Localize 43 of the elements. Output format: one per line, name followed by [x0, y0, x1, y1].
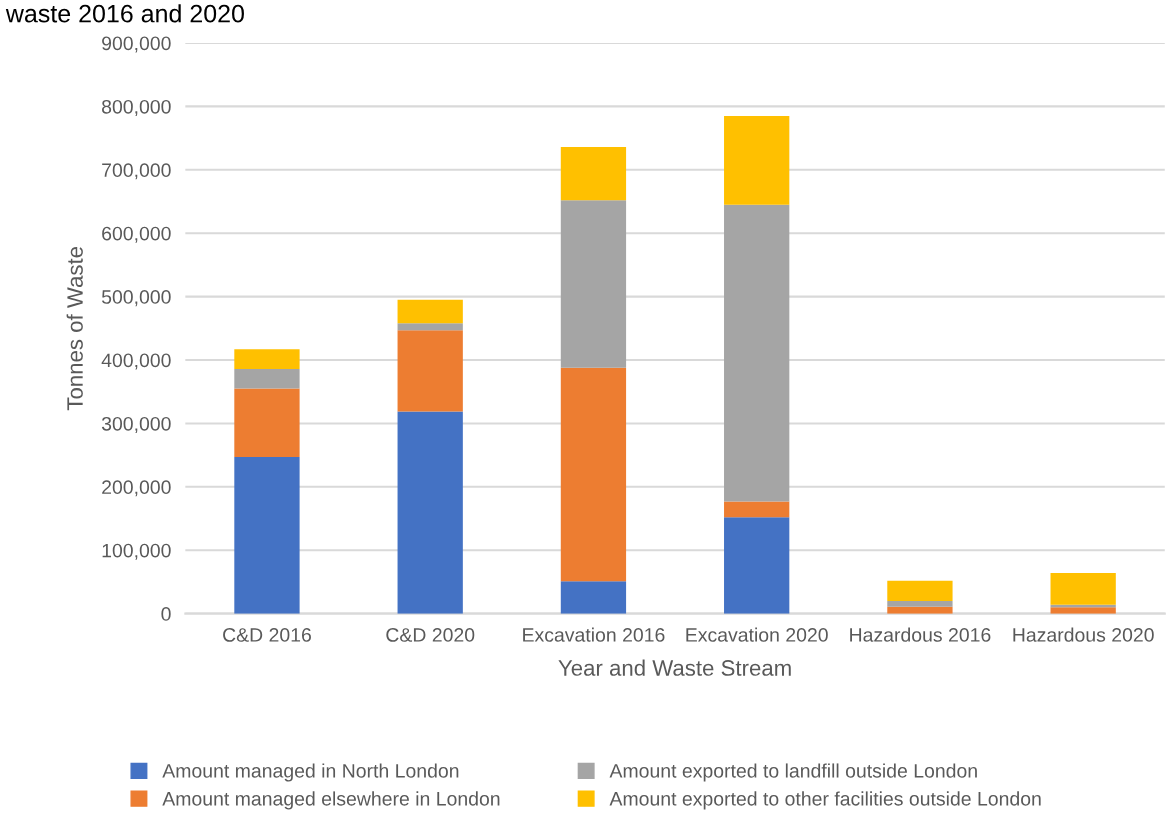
bar — [1050, 607, 1116, 614]
x-tick-label: C&D 2020 — [386, 628, 475, 642]
y-tick-label: 300,000 — [101, 416, 171, 433]
bar — [234, 388, 300, 458]
bar — [397, 299, 463, 324]
y-tick-label: 500,000 — [101, 290, 171, 307]
legend-label: Amount managed in North London — [162, 763, 459, 782]
bar — [724, 204, 790, 502]
legend-label: Amount exported to other facilities outside London — [609, 791, 1041, 810]
y-tick-label: 700,000 — [102, 163, 171, 180]
chart-title: waste 2016 and 2020 — [5, 4, 244, 23]
y-tick-label: 400,000 — [101, 353, 171, 370]
bar — [234, 368, 300, 389]
bar — [560, 146, 627, 201]
bar — [887, 600, 953, 607]
y-tick-label: 100,000 — [102, 543, 171, 560]
y-tick-label: 600,000 — [102, 226, 171, 243]
x-tick-label: C&D 2016 — [223, 628, 311, 642]
bar — [397, 330, 463, 412]
x-tick-label: Excavation 2020 — [686, 627, 828, 642]
bar — [724, 517, 790, 614]
x-tick-label: Excavation 2016 — [523, 627, 665, 642]
y-tick-label: 900,000 — [102, 36, 171, 53]
bar — [724, 501, 790, 518]
bar — [397, 411, 463, 614]
y-tick-label: 200,000 — [102, 480, 171, 497]
bar — [234, 349, 300, 369]
legend-label: Amount managed elsewhere in London — [162, 791, 500, 810]
bar — [560, 200, 627, 368]
bar — [560, 581, 627, 614]
y-axis-title: Tonnes of Waste — [66, 246, 83, 411]
x-tick-label: Hazardous 2020 — [1013, 627, 1154, 642]
legend-label: Amount exported to landfill outside London — [609, 763, 977, 782]
y-tick-label: 0 — [161, 607, 171, 621]
bar — [1050, 573, 1116, 605]
x-axis-title: Year and Waste Stream — [558, 659, 791, 676]
bar — [724, 115, 790, 205]
y-tick-label: 800,000 — [102, 99, 171, 116]
bar — [397, 323, 463, 331]
bar — [234, 457, 300, 614]
x-tick-label: Hazardous 2016 — [850, 627, 991, 642]
bar — [560, 367, 627, 582]
bar — [887, 580, 953, 601]
